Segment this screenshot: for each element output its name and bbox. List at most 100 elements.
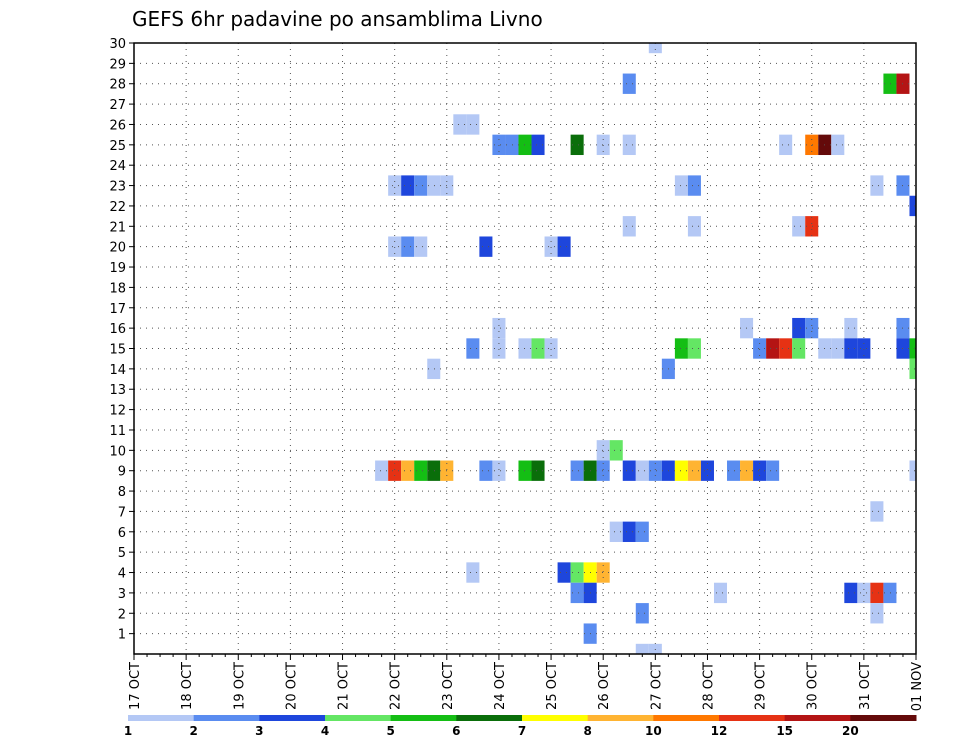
heatmap-cell [727, 460, 741, 481]
heatmap-cell [544, 236, 558, 257]
colorbar-label: 10 [645, 724, 662, 738]
colorbar-label: 20 [842, 724, 859, 738]
heatmap-cell [883, 73, 897, 94]
heatmap-cell [505, 134, 519, 156]
heatmap-cell [492, 134, 506, 156]
y-tick-label: 16 [109, 322, 126, 337]
heatmap-cell [531, 338, 545, 359]
heatmap-cell [674, 338, 688, 359]
y-tick-label: 1 [118, 628, 126, 643]
heatmap-cell [557, 236, 571, 257]
colorbar-label: 1 [124, 724, 132, 738]
heatmap-cell [805, 134, 819, 156]
y-tick-label: 20 [109, 241, 126, 256]
heatmap-cell [909, 195, 916, 217]
y-tick-label: 8 [118, 485, 126, 500]
colorbar-label: 3 [255, 724, 263, 738]
heatmap-cell [531, 134, 545, 156]
heatmap-cell [844, 582, 858, 604]
y-tick-label: 22 [109, 200, 126, 215]
y-tick-label: 13 [109, 383, 126, 398]
heatmap-cell [687, 338, 701, 359]
heatmap-cell [870, 175, 884, 196]
y-tick-label: 11 [109, 424, 126, 439]
heatmap-cell [766, 338, 780, 359]
heatmap-cell [375, 460, 389, 481]
y-tick-label: 26 [109, 118, 126, 133]
heatmap-cell [857, 582, 871, 604]
y-tick-label: 30 [109, 37, 126, 52]
heatmap-cell [857, 338, 871, 359]
heatmap-cell [570, 134, 584, 156]
y-tick-label: 24 [109, 159, 126, 174]
colorbar-swatch [193, 715, 260, 721]
colorbar-label: 12 [711, 724, 728, 738]
colorbar-swatch [653, 715, 720, 721]
colorbar-swatch [719, 715, 786, 721]
heatmap-cell [479, 460, 493, 481]
y-tick-label: 29 [109, 57, 126, 72]
heatmap-cell [622, 521, 636, 542]
heatmap-cell [883, 582, 897, 604]
colorbar-swatch [784, 715, 851, 721]
heatmap-cell [844, 317, 858, 339]
x-tick-label: 31 OCT [858, 662, 873, 710]
heatmap-cell [531, 460, 545, 481]
colorbar-label: 8 [583, 724, 591, 738]
y-tick-label: 9 [118, 465, 126, 480]
heatmap-cell [766, 460, 780, 481]
x-tick-label: 26 OCT [597, 662, 612, 710]
colorbar-label: 5 [386, 724, 394, 738]
heatmap-cell [609, 521, 623, 542]
heatmap-cell [831, 338, 845, 359]
heatmap-cell [870, 501, 884, 522]
heatmap-cell [414, 460, 428, 481]
heatmap-cell [427, 460, 441, 481]
heatmap-cell [753, 460, 767, 481]
heatmap-cell [466, 114, 480, 135]
heatmap-cell [492, 338, 506, 359]
heatmap-cell [713, 582, 728, 604]
heatmap-cell [414, 175, 428, 196]
heatmap-cell [427, 358, 441, 380]
heatmap-cell [648, 460, 662, 481]
heatmap-cell [492, 460, 506, 481]
heatmap-cell [622, 460, 636, 481]
heatmap-cell [622, 216, 636, 237]
heatmap-cell [557, 562, 571, 583]
x-tick-label: 18 OCT [180, 662, 195, 710]
heatmap-cell [831, 134, 845, 156]
x-tick-label: 19 OCT [232, 662, 247, 710]
heatmap-cell [700, 460, 714, 481]
heatmap-cell [779, 338, 793, 359]
x-tick-label: 24 OCT [493, 662, 508, 710]
heatmap-cell [635, 603, 649, 624]
colorbar-swatch [456, 715, 523, 721]
heatmap-cell [388, 175, 402, 196]
x-tick-label: 22 OCT [389, 662, 404, 710]
heatmap-cell [570, 582, 584, 604]
y-tick-label: 2 [118, 607, 126, 622]
heatmap-cell [844, 338, 858, 359]
heatmap-cells [375, 43, 916, 654]
heatmap-cell [648, 643, 662, 654]
y-tick-label: 15 [109, 343, 126, 358]
y-tick-label: 4 [118, 567, 126, 582]
heatmap-cell [453, 114, 467, 135]
y-tick-label: 6 [118, 526, 126, 541]
y-tick-label: 17 [109, 302, 126, 317]
heatmap-cell [570, 562, 584, 583]
heatmap-cell [609, 440, 623, 461]
heatmap-cell [622, 73, 636, 94]
x-axis-ticks: 17 OCT 18 OCT 19 OCT 20 OCT 21 OCT 22 OCT 23 O… [128, 654, 925, 711]
heatmap-cell [674, 460, 688, 481]
heatmap-cell [388, 460, 402, 481]
heatmap-cell [635, 460, 649, 481]
heatmap-cell [596, 134, 610, 156]
heatmap-cell [805, 216, 819, 237]
y-tick-label: 19 [109, 261, 126, 276]
colorbar-swatch [390, 715, 457, 721]
x-tick-label: 20 OCT [284, 662, 299, 710]
y-axis-ticks: 1234567891011121314151617181920212223242… [109, 37, 134, 643]
heatmap-cell [805, 317, 819, 339]
